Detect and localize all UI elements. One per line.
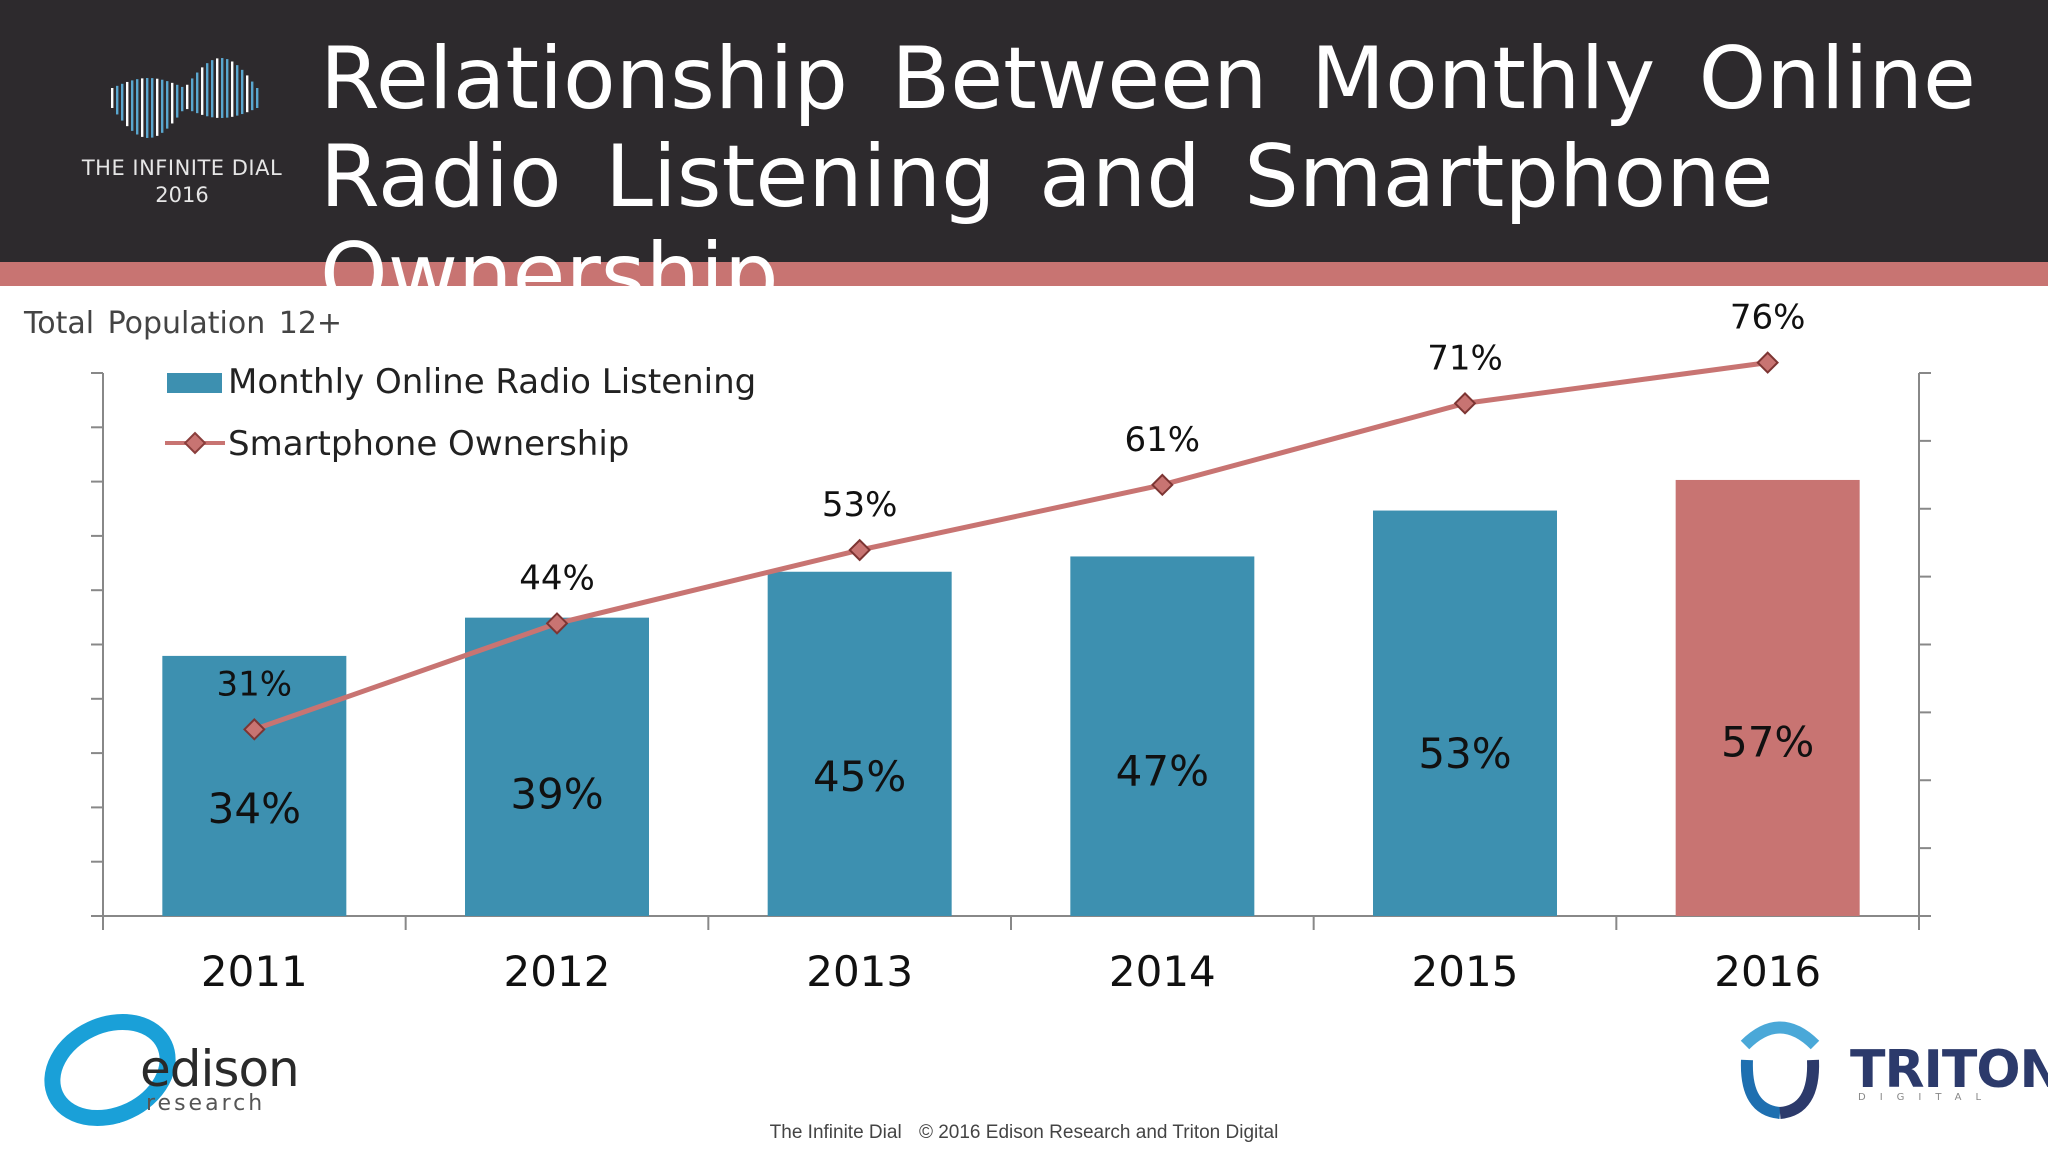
logo-bar xyxy=(181,86,184,112)
logo-bar xyxy=(126,81,129,127)
logo-bar xyxy=(186,84,189,110)
x-tick-labels: 2011 2012 2013 2014 2015 2016 xyxy=(201,947,1821,996)
logo-bar xyxy=(236,65,239,116)
legend-swatch-bar xyxy=(167,373,222,393)
logo-bar xyxy=(216,58,219,118)
logo-bar xyxy=(206,63,209,117)
legend-label-bar: Monthly Online Radio Listening xyxy=(228,362,756,402)
logo-bar xyxy=(196,72,199,114)
logo-bar xyxy=(251,81,254,111)
line-value-label: 31% xyxy=(217,664,293,704)
logo-bar xyxy=(146,78,149,138)
logo-bar xyxy=(231,61,234,117)
logo-bar xyxy=(141,78,144,137)
data-labels: 34% 31% 39% 44% 45% 53% 47% 61% 53% 71% 57% 76% xyxy=(208,300,1815,833)
footer-left: The Infinite Dial xyxy=(769,1122,902,1143)
header-banner xyxy=(0,0,2048,262)
bar-value-label: 34% xyxy=(208,784,301,833)
accent-bar xyxy=(0,262,2048,286)
logo-bar xyxy=(256,88,259,108)
logo-bar xyxy=(241,69,244,115)
triton-wordmark: TRITON xyxy=(1850,1040,2048,1100)
bar xyxy=(1373,510,1557,916)
logo-bar xyxy=(201,67,204,115)
line-point xyxy=(545,612,569,635)
footer-right: © 2016 Edison Research and Triton Digita… xyxy=(918,1122,1279,1143)
brand-year: 2016 xyxy=(155,183,209,207)
bar-value-label: 53% xyxy=(1418,729,1511,778)
line-value-label: 44% xyxy=(519,558,595,598)
combo-chart: 34% 31% 39% 44% 45% 53% 47% 61% 53% 71% 57% 76% 201… xyxy=(91,300,1931,996)
chart-legend: Monthly Online Radio Listening Smartphon… xyxy=(165,362,756,464)
logo-bar xyxy=(211,60,214,118)
logo-bar xyxy=(246,75,249,113)
logo-bar xyxy=(166,81,169,129)
x-tick-label: 2011 xyxy=(201,947,308,996)
line-value-label: 53% xyxy=(822,485,898,525)
logo-bar xyxy=(156,78,159,136)
footer-credits: The Infinite Dial © 2016 Edison Research… xyxy=(0,1122,2048,1144)
x-tick-label: 2012 xyxy=(504,947,611,996)
line-value-label: 76% xyxy=(1730,300,1806,338)
logo-bar xyxy=(176,84,179,118)
legend-swatch-marker xyxy=(183,431,207,455)
line-value-label: 61% xyxy=(1125,420,1201,460)
logo-bar xyxy=(151,78,154,138)
line-series xyxy=(243,351,1779,741)
bar xyxy=(465,617,649,916)
logo-bar xyxy=(161,79,164,133)
logo-bar xyxy=(121,83,124,121)
line-point xyxy=(243,718,266,741)
logo-bar xyxy=(131,80,134,131)
x-tick-label: 2014 xyxy=(1109,947,1216,996)
legend-label-line: Smartphone Ownership xyxy=(228,424,629,464)
bar-value-label: 39% xyxy=(510,770,603,819)
line-point xyxy=(1453,392,1477,415)
logo-bar xyxy=(221,58,224,118)
chart-axes xyxy=(91,372,1931,930)
chart-subtitle: Total Population 12+ xyxy=(24,306,343,341)
logo-bar xyxy=(111,88,114,108)
triton-digital-logo xyxy=(1740,1021,1820,1119)
smartphone-line xyxy=(253,360,1769,732)
line-point xyxy=(1151,473,1174,497)
logo-bar xyxy=(116,85,119,115)
bar-value-label: 45% xyxy=(813,752,906,801)
logo-bar xyxy=(226,59,229,118)
line-value-label: 71% xyxy=(1427,338,1503,378)
logo-bar xyxy=(171,82,174,124)
bar-value-label: 47% xyxy=(1116,746,1209,795)
brand-name: THE INFINITE DIAL xyxy=(81,156,283,180)
bar xyxy=(767,571,952,916)
line-point xyxy=(1756,351,1779,374)
bar-value-label: 57% xyxy=(1721,717,1814,766)
line-point xyxy=(848,538,871,562)
bar-series xyxy=(162,479,1860,916)
x-tick-label: 2015 xyxy=(1412,947,1519,996)
triton-subword: DIGITAL xyxy=(1858,1092,1996,1103)
logo-bar xyxy=(136,79,139,135)
edison-research-logo xyxy=(44,1013,176,1127)
edison-subword: research xyxy=(146,1091,266,1116)
bar xyxy=(162,655,347,916)
x-tick-label: 2016 xyxy=(1714,947,1821,996)
infinite-dial-logo xyxy=(111,58,259,138)
page-title: Relationship Between Monthly Online Radi… xyxy=(320,29,1976,325)
bar xyxy=(1675,479,1860,916)
x-tick-label: 2013 xyxy=(806,947,913,996)
logo-bar xyxy=(191,78,194,112)
edison-wordmark: edison xyxy=(140,1040,300,1098)
bar xyxy=(1070,556,1255,916)
